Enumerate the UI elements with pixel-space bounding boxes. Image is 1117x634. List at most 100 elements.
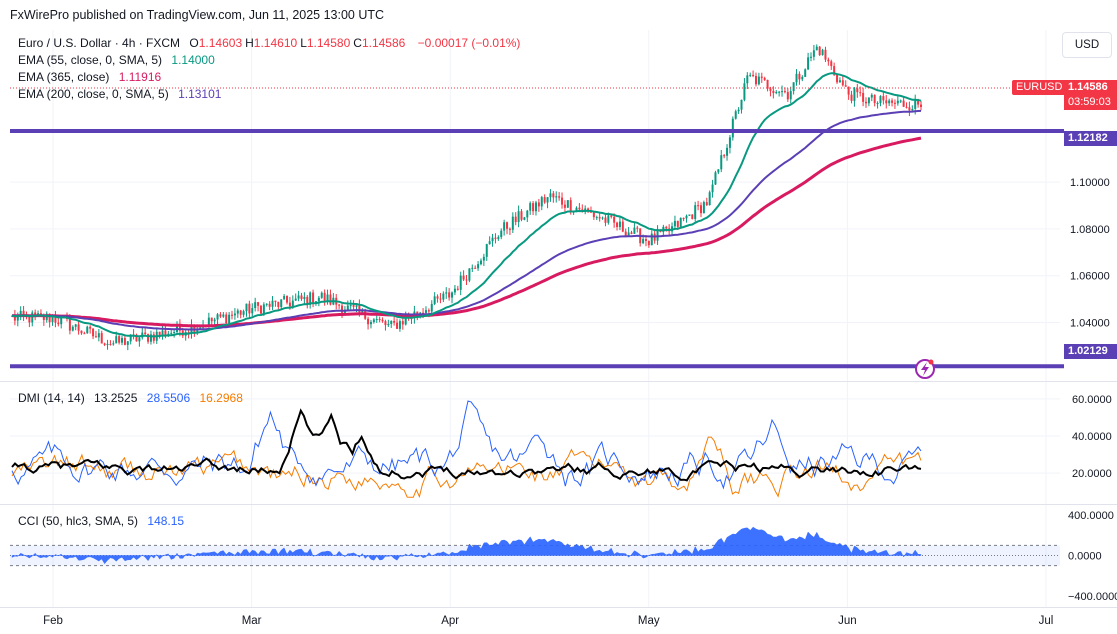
candle-body xyxy=(309,292,312,305)
candle-body xyxy=(97,333,100,338)
candle-body xyxy=(789,91,792,100)
candle-body xyxy=(783,91,786,93)
candle-body xyxy=(280,299,283,308)
time-tick-label: Apr xyxy=(441,615,459,627)
ema55-line xyxy=(11,72,922,338)
ema55-label: EMA (55, close, 0, SMA, 5) xyxy=(18,53,163,67)
candle-body xyxy=(94,336,97,338)
candle-body xyxy=(853,88,856,101)
candle-body xyxy=(149,334,152,342)
candle-body xyxy=(456,288,459,290)
change-value: −0.00017 (−0.01%) xyxy=(417,36,521,50)
candle-body xyxy=(129,334,132,342)
ema200-line xyxy=(11,109,922,331)
pane-separator-cci[interactable] xyxy=(0,504,1117,505)
candle-body xyxy=(286,296,289,303)
candle-body xyxy=(60,317,63,325)
candle-body xyxy=(28,315,31,323)
price-tick-label: 1.08000 xyxy=(1070,224,1110,236)
candle-body xyxy=(563,204,566,208)
candle-body xyxy=(115,336,118,344)
candle-body xyxy=(291,300,294,307)
candle-body xyxy=(679,218,682,227)
candle-body xyxy=(642,239,645,244)
adx-value: 13.2525 xyxy=(94,391,138,405)
candle-body xyxy=(514,216,517,223)
candle-body xyxy=(445,292,448,294)
candle-body xyxy=(465,279,468,281)
candle-body xyxy=(477,264,480,269)
candle-body xyxy=(147,334,150,342)
dmi-tick-label: 20.0000 xyxy=(1072,468,1112,480)
candle-body xyxy=(607,215,610,223)
candle-body xyxy=(601,217,604,219)
candle-body xyxy=(899,100,902,102)
candle-body xyxy=(882,96,885,101)
candle-body xyxy=(740,99,743,110)
candle-body xyxy=(630,232,633,234)
currency-button[interactable]: USD xyxy=(1062,32,1112,58)
candle-body xyxy=(804,69,807,77)
candle-body xyxy=(569,200,572,212)
candle-body xyxy=(346,305,349,310)
candle-body xyxy=(893,102,896,104)
candle-body xyxy=(294,298,297,301)
candle-body xyxy=(720,155,723,170)
candle-body xyxy=(876,102,879,104)
candle-body xyxy=(89,326,92,329)
candle-body xyxy=(917,99,920,105)
ohlc-l: L1.14580 xyxy=(300,36,351,50)
plus-di-value: 28.5506 xyxy=(146,391,191,405)
candle-body xyxy=(838,80,841,83)
candle-body xyxy=(126,341,129,345)
candle-body xyxy=(616,222,619,228)
candle-body xyxy=(627,232,630,237)
candle-body xyxy=(176,324,179,333)
candle-body xyxy=(847,86,850,95)
candle-body xyxy=(743,83,746,100)
candle-body xyxy=(462,275,465,280)
candle-body xyxy=(103,343,106,345)
candle-body xyxy=(592,212,595,218)
candle-body xyxy=(144,332,147,335)
alert-dot xyxy=(928,359,934,365)
candle-body xyxy=(506,222,509,229)
candle-body xyxy=(378,319,381,321)
candle-body xyxy=(778,91,781,93)
candle-body xyxy=(277,301,280,308)
candle-body xyxy=(714,172,717,185)
candle-body xyxy=(448,292,451,298)
candle-body xyxy=(352,305,355,307)
candle-body xyxy=(792,82,795,92)
pane-separator-dmi[interactable] xyxy=(0,381,1117,382)
candle-body xyxy=(207,317,210,327)
candle-body xyxy=(665,226,668,229)
candle-body xyxy=(86,326,89,334)
price-axis xyxy=(1060,30,1117,607)
candle-body xyxy=(48,313,51,323)
last-price-tag: 1.14586 xyxy=(1064,80,1117,95)
candle-body xyxy=(404,316,407,325)
minus-di-value: 16.2968 xyxy=(199,391,243,405)
candle-body xyxy=(326,294,329,301)
candle-body xyxy=(210,317,213,322)
candle-body xyxy=(702,202,705,214)
candle-body xyxy=(723,155,726,157)
candle-body xyxy=(766,79,769,89)
candle-body xyxy=(520,211,523,220)
candle-body xyxy=(300,295,303,300)
ema365-line xyxy=(11,136,922,328)
candle-body xyxy=(728,137,731,148)
candle-body xyxy=(430,303,433,312)
candle-body xyxy=(138,337,141,342)
candle-body xyxy=(13,315,16,321)
dmi-tick-label: 40.0000 xyxy=(1072,431,1112,443)
main-legend: Euro / U.S. Dollar · 4h · FXCM O1.14603 H… xyxy=(18,36,526,50)
candle-body xyxy=(691,214,694,219)
price-tick-label: 1.04000 xyxy=(1070,318,1110,330)
candle-body xyxy=(225,314,228,324)
candle-body xyxy=(636,227,639,229)
candle-body xyxy=(772,90,775,94)
candle-body xyxy=(123,338,126,345)
